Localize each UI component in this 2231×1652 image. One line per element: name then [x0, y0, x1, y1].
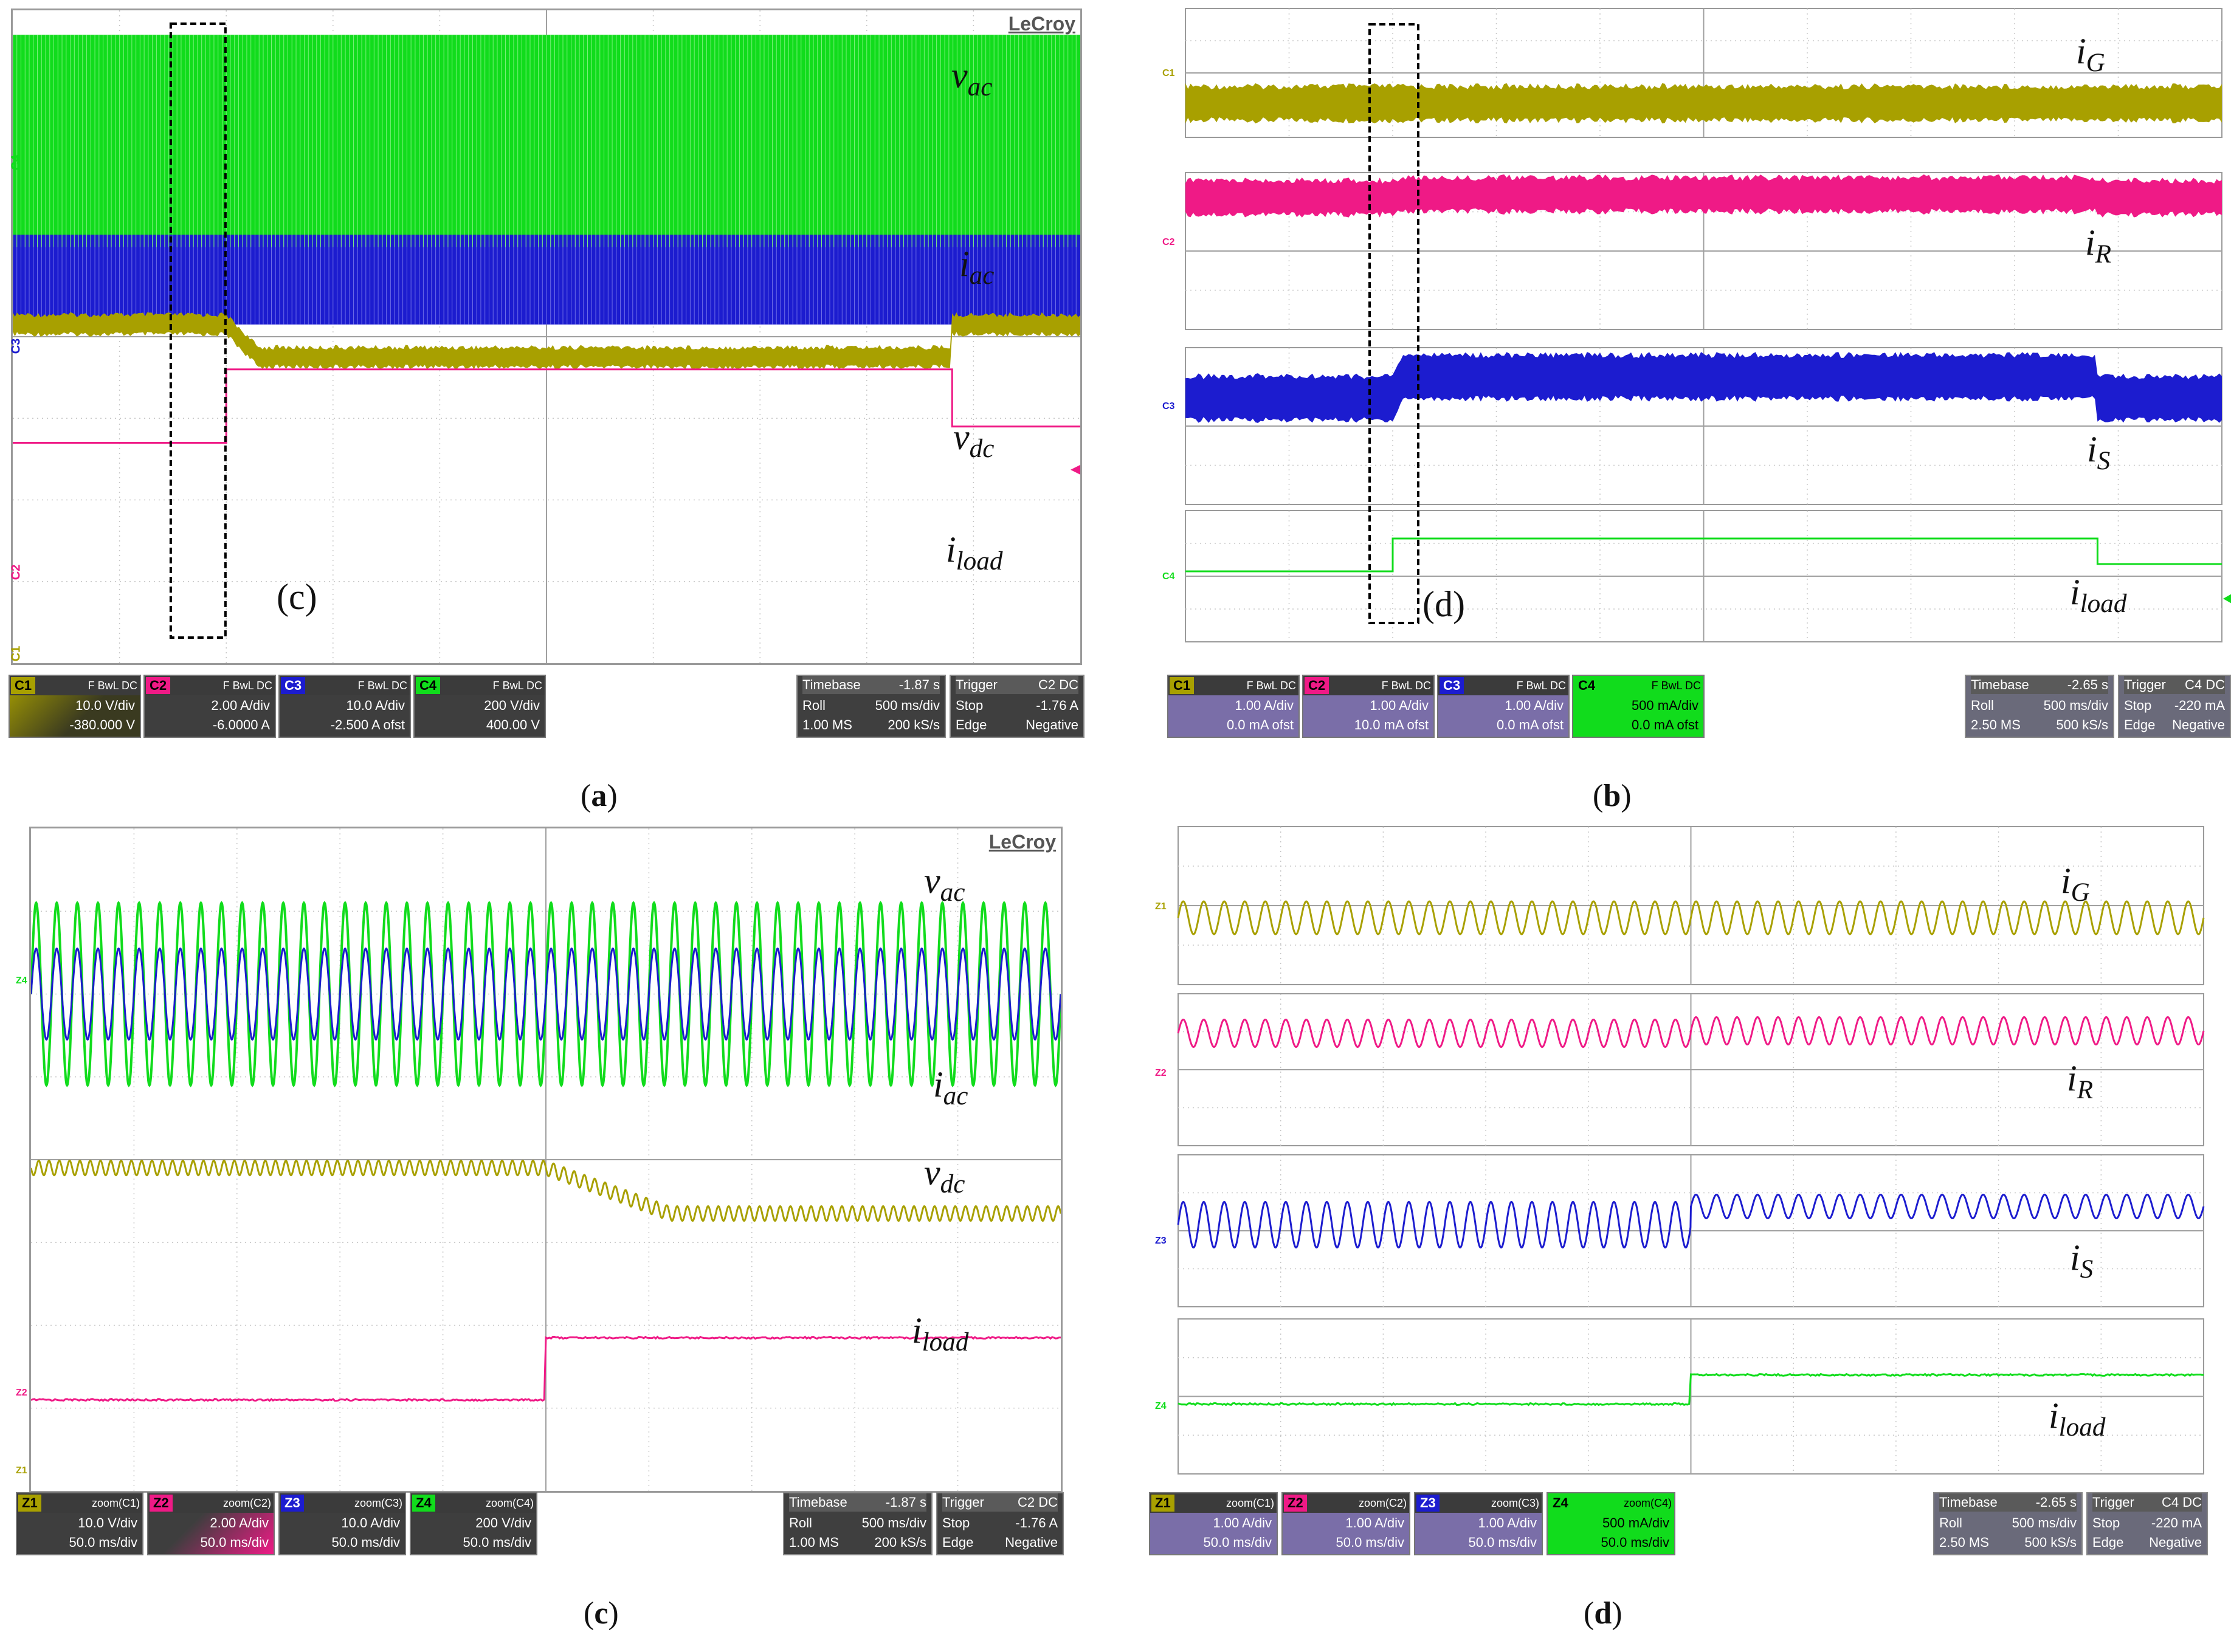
channel-box-c3-a[interactable]: C3 F BwL DC 10.0 A/div -2.500 A ofst	[278, 675, 411, 738]
label-vdc-a: vdc	[953, 417, 995, 463]
label-ig-b: iG	[2076, 31, 2105, 77]
trigger-box-b[interactable]: Trigger C4 DC Stop -220 mA Edge Negative	[2118, 675, 2231, 738]
marker-c3-a: C3	[9, 338, 23, 354]
status-strip-c: Z1 zoom(C1) 10.0 V/div 50.0 ms/div Z2 zoo…	[16, 1492, 1067, 1555]
ig-trace	[1177, 900, 2205, 935]
label-vac-a: vac	[951, 55, 993, 102]
label-ig-d: iG	[2061, 861, 2090, 907]
trigger-marker	[2223, 594, 2231, 604]
status-strip-a: C1 F BwL DC 10.0 V/div -380.000 V C2 F Bw…	[9, 675, 1084, 738]
box-label-a: (c)	[277, 577, 317, 617]
channel-box-z3-d[interactable]: Z3 zoom(C3) 1.00 A/div 50.0 ms/div	[1414, 1492, 1543, 1555]
waveform-plot-d	[1177, 826, 2205, 1475]
marker-z1-c: Z1	[16, 1465, 27, 1476]
iload-trace	[1178, 1372, 2204, 1406]
label-is-b: iS	[2087, 429, 2111, 475]
is-trace	[1185, 352, 2222, 423]
label-iload-b: iload	[2070, 572, 2127, 618]
label-iac-c: iac	[933, 1064, 968, 1110]
brand-logo-c: LeCroy	[988, 831, 1056, 853]
channel-box-c3-b[interactable]: C3 F BwL DC 1.00 A/div 0.0 mA ofst	[1437, 675, 1570, 738]
marker-c2-b: C2	[1162, 237, 1175, 247]
trigger-box-d[interactable]: Trigger C4 DC Stop -220 mA Edge Negative	[2086, 1492, 2208, 1555]
channel-box-z2-d[interactable]: Z2 zoom(C2) 1.00 A/div 50.0 ms/div	[1281, 1492, 1410, 1555]
channel-box-c4-b[interactable]: C4 F BwL DC 500 mA/div 0.0 mA ofst	[1572, 675, 1705, 738]
box-label-b: (d)	[1422, 584, 1465, 624]
vdc-trace	[13, 312, 1080, 370]
label-ir-d: iR	[2067, 1058, 2094, 1104]
marker-c3-b: C3	[1162, 401, 1175, 411]
marker-z4-c: Z4	[16, 976, 27, 986]
timebase-box-d[interactable]: Timebase -2.65 s Roll 500 ms/div 2.50 MS 50…	[1933, 1492, 2083, 1555]
channel-box-c2-b[interactable]: C2 F BwL DC 1.00 A/div 10.0 mA ofst	[1302, 675, 1435, 738]
panel-b: iG iR iS iload (d) C1 C2 C3 C4 C1 F BwL …	[1143, 0, 2231, 813]
marker-z2-d: Z2	[1155, 1068, 1167, 1078]
trigger-marker	[1071, 464, 1080, 475]
iload-trace	[31, 1335, 1061, 1402]
panel-a: LeCroy vac iac vdc iload (c) C4 C3 C2 C1…	[0, 0, 1094, 813]
channel-box-c1-a[interactable]: C1 F BwL DC 10.0 V/div -380.000 V	[9, 675, 141, 738]
ir-trace	[1185, 174, 2222, 218]
label-vdc-c: vdc	[924, 1152, 965, 1199]
caption-c: (c)	[584, 1596, 619, 1631]
timebase-box-b[interactable]: Timebase -2.65 s Roll 500 ms/div 2.50 MS 50…	[1965, 675, 2114, 738]
is-trace	[1177, 1193, 2205, 1249]
channel-box-c4-a[interactable]: C4 F BwL DC 200 V/div 400.00 V	[413, 675, 546, 738]
marker-c4-a: C4	[9, 154, 23, 171]
ig-trace	[1185, 83, 2222, 123]
scope-screen-c: LeCroy	[29, 827, 1063, 1493]
highlight-box	[1368, 23, 1419, 624]
marker-z3-d: Z3	[1155, 1236, 1167, 1246]
marker-c1-b: C1	[1162, 68, 1175, 78]
marker-z1-d: Z1	[1155, 901, 1167, 912]
channel-box-z4-c[interactable]: Z4 zoom(C4) 200 V/div 50.0 ms/div	[410, 1492, 537, 1555]
label-is-d: iS	[2070, 1237, 2094, 1284]
trigger-box-c[interactable]: Trigger C2 DC Stop -1.76 A Edge Negative	[936, 1492, 1064, 1555]
label-vac-c: vac	[924, 861, 965, 907]
channel-box-c1-b[interactable]: C1 F BwL DC 1.00 A/div 0.0 mA ofst	[1167, 675, 1300, 738]
channel-box-z2-c[interactable]: Z2 zoom(C2) 2.00 A/div 50.0 ms/div	[147, 1492, 275, 1555]
caption-d: (d)	[1584, 1596, 1622, 1631]
status-strip-b: C1 F BwL DC 1.00 A/div 0.0 mA ofst C2 F B…	[1167, 675, 2231, 738]
label-iload-a: iload	[946, 529, 1003, 576]
vdc-trace	[31, 1160, 1061, 1222]
waveform-plot-a	[13, 10, 1080, 663]
timebase-box-c[interactable]: Timebase -1.87 s Roll 500 ms/div 1.00 MS 20…	[783, 1492, 933, 1555]
panel-d: iG iR iS iload Z1 Z2 Z3 Z4 Z1 zoom(C1) 1…	[1143, 817, 2231, 1652]
panel-c: LeCroy vac iac vdc iload Z4 Z2 Z1 Z1 zoo…	[0, 817, 1094, 1652]
marker-c1-a: C1	[9, 645, 23, 662]
ir-trace	[1177, 1016, 2205, 1048]
channel-box-z1-d[interactable]: Z1 zoom(C1) 1.00 A/div 50.0 ms/div	[1149, 1492, 1278, 1555]
status-strip-d: Z1 zoom(C1) 1.00 A/div 50.0 ms/div Z2 zoo…	[1149, 1492, 2231, 1555]
channel-box-c2-a[interactable]: C2 F BwL DC 2.00 A/div -6.0000 A	[143, 675, 276, 738]
channel-box-z3-c[interactable]: Z3 zoom(C3) 10.0 A/div 50.0 ms/div	[278, 1492, 406, 1555]
label-iac-a: iac	[959, 244, 995, 290]
marker-c4-b: C4	[1162, 571, 1175, 582]
marker-z2-c: Z2	[16, 1388, 27, 1398]
scope-screen-a: LeCroy	[11, 9, 1082, 665]
waveform-plot-b	[1185, 8, 2231, 642]
trigger-box-a[interactable]: Trigger C2 DC Stop -1.76 A Edge Negative	[950, 675, 1084, 738]
iac-trace	[31, 947, 1061, 1041]
label-ir-b: iR	[2085, 222, 2112, 269]
channel-box-z4-d[interactable]: Z4 zoom(C4) 500 mA/div 50.0 ms/div	[1547, 1492, 1675, 1555]
caption-b: (b)	[1593, 779, 1632, 813]
timebase-box-a[interactable]: Timebase -1.87 s Roll 500 ms/div 1.00 MS 20…	[796, 675, 946, 738]
brand-logo-a: LeCroy	[1008, 13, 1075, 35]
marker-z4-d: Z4	[1155, 1401, 1167, 1411]
channel-box-z1-c[interactable]: Z1 zoom(C1) 10.0 V/div 50.0 ms/div	[16, 1492, 143, 1555]
label-iload-c: iload	[912, 1310, 969, 1357]
marker-c2-a: C2	[9, 564, 23, 580]
highlight-box	[169, 22, 227, 639]
waveform-plot-c	[31, 828, 1061, 1491]
iload-trace	[13, 368, 1080, 444]
caption-a: (a)	[581, 779, 618, 813]
label-iload-d: iload	[2049, 1396, 2106, 1442]
iload-trace	[1185, 537, 2222, 573]
